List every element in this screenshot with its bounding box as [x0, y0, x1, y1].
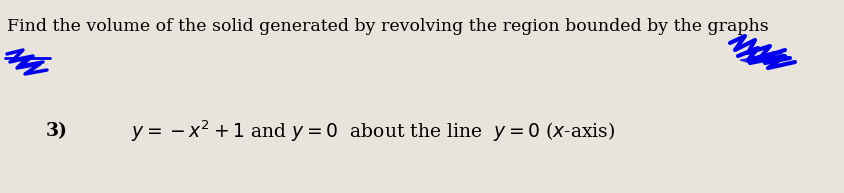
- Text: Find the volume of the solid generated by revolving the region bounded by the gr: Find the volume of the solid generated b…: [7, 18, 768, 35]
- Text: 3): 3): [46, 122, 68, 140]
- Polygon shape: [739, 53, 789, 63]
- Text: $y = -x^2 + 1$ and $y = 0$  about the line  $y = 0$ ($x$-axis): $y = -x^2 + 1$ and $y = 0$ about the lin…: [131, 119, 614, 144]
